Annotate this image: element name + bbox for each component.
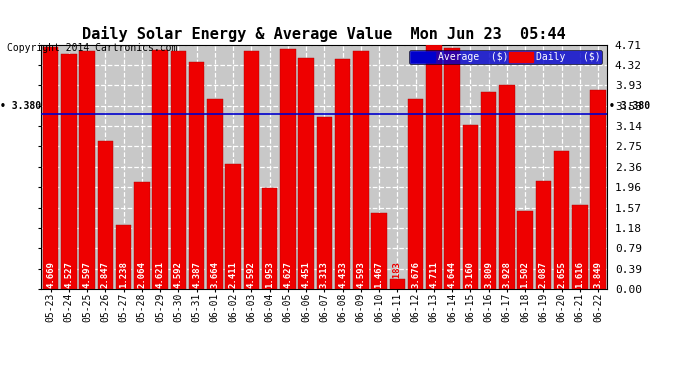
Text: • 3.380: • 3.380	[0, 101, 41, 111]
Text: 4.711: 4.711	[429, 261, 438, 288]
Text: • 3.380: • 3.380	[609, 101, 650, 111]
Bar	[554, 152, 569, 289]
Bar	[317, 117, 332, 289]
Text: 4.597: 4.597	[83, 261, 92, 288]
Text: 2.655: 2.655	[557, 261, 566, 288]
Title: Daily Solar Energy & Average Value  Mon Jun 23  05:44: Daily Solar Energy & Average Value Mon J…	[83, 27, 566, 42]
Bar	[390, 279, 405, 289]
Text: 1.238: 1.238	[119, 261, 128, 288]
Bar	[170, 51, 186, 289]
Bar	[535, 181, 551, 289]
Bar	[426, 45, 442, 289]
Bar	[371, 213, 387, 289]
Text: 3.160: 3.160	[466, 261, 475, 288]
Bar	[43, 47, 58, 289]
Bar	[97, 141, 113, 289]
Bar	[335, 59, 351, 289]
Bar	[444, 48, 460, 289]
Text: 1.953: 1.953	[265, 261, 274, 288]
Bar	[353, 51, 368, 289]
Text: 4.593: 4.593	[356, 261, 365, 288]
Text: 4.433: 4.433	[338, 261, 347, 288]
Text: Copyright 2014 Cartronics.com: Copyright 2014 Cartronics.com	[7, 43, 177, 52]
Bar	[262, 188, 277, 289]
Bar	[189, 62, 204, 289]
Bar	[244, 51, 259, 289]
Bar	[408, 99, 424, 289]
Bar	[518, 211, 533, 289]
Bar	[152, 50, 168, 289]
Text: 4.451: 4.451	[302, 261, 310, 288]
Text: 3.809: 3.809	[484, 261, 493, 288]
Text: 3.928: 3.928	[502, 261, 511, 288]
Text: 1.467: 1.467	[375, 261, 384, 288]
Bar	[591, 90, 606, 289]
Bar	[462, 125, 478, 289]
Text: 4.644: 4.644	[448, 261, 457, 288]
Bar	[298, 58, 314, 289]
Bar	[79, 51, 95, 289]
Text: 2.847: 2.847	[101, 261, 110, 288]
Text: 3.664: 3.664	[210, 261, 219, 288]
Text: 2.064: 2.064	[137, 261, 146, 288]
Text: 3.849: 3.849	[593, 261, 602, 288]
Bar	[61, 54, 77, 289]
Bar	[481, 92, 496, 289]
Bar	[572, 205, 588, 289]
Text: 0.183: 0.183	[393, 261, 402, 288]
Text: 4.627: 4.627	[284, 261, 293, 288]
Bar	[207, 99, 223, 289]
Text: 4.527: 4.527	[64, 261, 73, 288]
Text: 4.387: 4.387	[192, 261, 201, 288]
Bar	[116, 225, 131, 289]
Bar	[280, 49, 295, 289]
Text: 2.411: 2.411	[228, 261, 237, 288]
Text: 1.616: 1.616	[575, 261, 584, 288]
Bar	[499, 86, 515, 289]
Bar	[226, 164, 241, 289]
Text: 4.592: 4.592	[174, 261, 183, 288]
Text: 4.621: 4.621	[155, 261, 164, 288]
Text: 4.592: 4.592	[247, 261, 256, 288]
Text: 3.676: 3.676	[411, 261, 420, 288]
Text: 2.087: 2.087	[539, 261, 548, 288]
Text: 3.313: 3.313	[319, 261, 329, 288]
Text: 4.669: 4.669	[46, 261, 55, 288]
Legend: Average  ($), Daily   ($): Average ($), Daily ($)	[409, 50, 602, 64]
Text: 1.502: 1.502	[520, 261, 529, 288]
Bar	[134, 182, 150, 289]
